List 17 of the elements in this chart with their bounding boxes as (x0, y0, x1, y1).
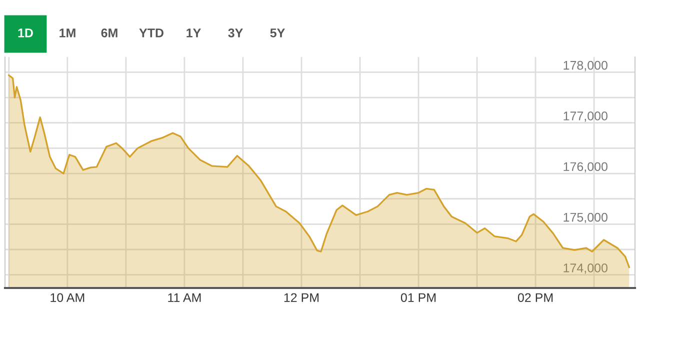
text: 6M (101, 28, 118, 38)
text: 5Y (270, 28, 285, 38)
y-tick-label: 177,000 (564, 112, 608, 122)
y-tick-label: 178,000 (564, 60, 608, 72)
text: YTD (139, 28, 164, 38)
text: 3Y (228, 28, 243, 38)
x-tick-label: 02 PM (518, 293, 553, 302)
x-tick-label: 12 PM (284, 293, 319, 302)
x-tick-label: 11 AM (168, 293, 201, 302)
text: 1Y (186, 28, 201, 38)
x-tick-label: 10 AM (50, 293, 84, 302)
x-tick-label: 01 PM (400, 293, 436, 302)
text: 1M (60, 28, 76, 38)
y-tick-label: 175,000 (564, 212, 608, 224)
y-tick-label: 176,000 (564, 162, 608, 173)
y-tick-label: 174,000 (564, 264, 608, 274)
text: 1D (18, 28, 33, 38)
